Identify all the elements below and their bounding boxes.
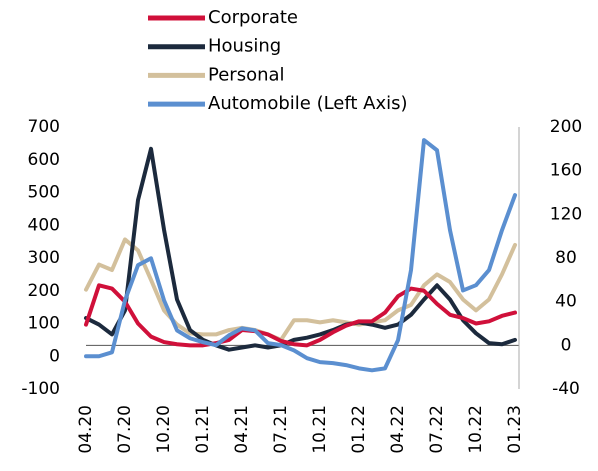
y2-tick-label: -40 bbox=[552, 379, 580, 399]
series-line bbox=[84, 237, 517, 342]
legend-label: Personal bbox=[208, 64, 285, 85]
x-tick-label: 10.22 bbox=[466, 405, 486, 454]
y-tick-label: 100 bbox=[28, 314, 60, 334]
y-tick-label: 200 bbox=[28, 281, 60, 301]
legend-label: Automobile (Left Axis) bbox=[208, 93, 408, 114]
y-tick-label: 500 bbox=[28, 183, 60, 203]
y2-tick-label: 40 bbox=[555, 292, 577, 312]
y-tick-label: 600 bbox=[28, 150, 60, 170]
x-tick-label: 01.23 bbox=[505, 405, 525, 454]
y2-tick-label: 120 bbox=[550, 204, 582, 224]
legend-label: Corporate bbox=[208, 7, 298, 28]
x-tick-label: 01.21 bbox=[193, 405, 213, 454]
x-tick-label: 10.20 bbox=[154, 405, 174, 454]
series-line bbox=[84, 283, 517, 348]
x-tick-label: 04.22 bbox=[388, 405, 408, 454]
y-tick-label: 700 bbox=[28, 117, 60, 137]
y2-tick-label: 160 bbox=[550, 161, 582, 181]
x-tick-label: 07.22 bbox=[427, 405, 447, 454]
x-tick-label: 01.22 bbox=[349, 405, 369, 454]
y2-tick-label: 0 bbox=[561, 335, 572, 355]
y2-tick-label: 80 bbox=[555, 248, 577, 268]
y-tick-label: 400 bbox=[28, 215, 60, 235]
y-tick-label: 300 bbox=[28, 248, 60, 268]
x-tick-label: 04.20 bbox=[76, 405, 96, 454]
legend-label: Housing bbox=[208, 36, 281, 57]
series-line bbox=[84, 146, 517, 352]
y-tick-label: -100 bbox=[21, 379, 60, 399]
series-line bbox=[84, 138, 517, 373]
x-tick-label: 07.21 bbox=[271, 405, 291, 454]
x-tick-label: 04.21 bbox=[232, 405, 252, 454]
x-tick-label: 07.20 bbox=[115, 405, 135, 454]
x-tick-label: 10.21 bbox=[310, 405, 330, 454]
y2-tick-label: 200 bbox=[550, 117, 582, 137]
y-tick-label: 0 bbox=[49, 346, 60, 366]
